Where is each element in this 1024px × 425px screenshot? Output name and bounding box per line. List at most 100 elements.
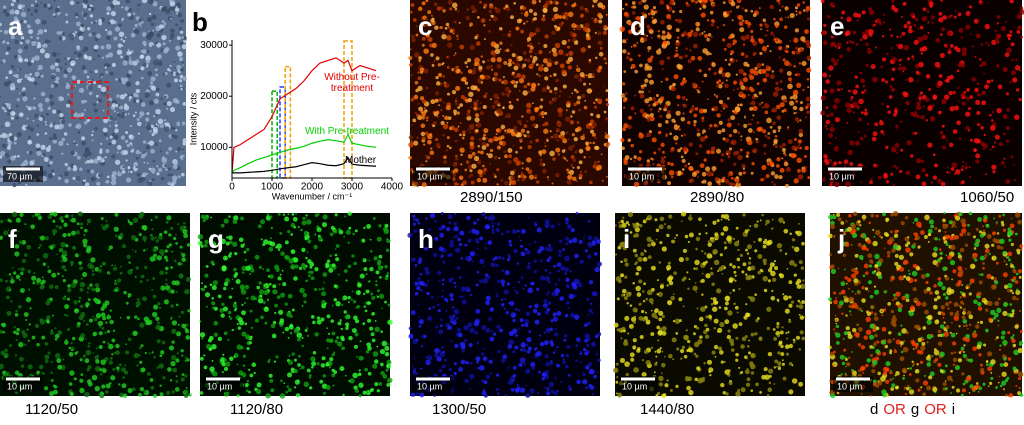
- texture-dot: [980, 123, 982, 126]
- texture-dot: [124, 55, 130, 61]
- texture-dot: [858, 117, 862, 122]
- texture-dot: [431, 63, 435, 67]
- texture-dot: [150, 22, 155, 27]
- texture-dot: [182, 76, 188, 81]
- texture-dot: [121, 383, 127, 389]
- texture-dot: [167, 367, 172, 372]
- texture-dot: [489, 372, 492, 375]
- texture-dot: [171, 355, 177, 361]
- texture-dot: [227, 310, 232, 315]
- texture-dot: [961, 180, 965, 185]
- texture-dot: [90, 257, 96, 263]
- texture-dot: [0, 22, 2, 27]
- texture-dot: [118, 383, 121, 386]
- texture-dot: [105, 54, 110, 59]
- texture-dot: [291, 367, 294, 371]
- texture-dot: [502, 106, 505, 110]
- texture-dot: [459, 230, 465, 236]
- texture-dot: [181, 44, 187, 50]
- texture-dot: [515, 150, 518, 154]
- texture-dot: [172, 164, 178, 170]
- texture-dot: [108, 245, 113, 250]
- texture-dot: [1004, 20, 1007, 23]
- texture-dot: [101, 75, 103, 78]
- texture-dot: [522, 51, 527, 55]
- texture-dot: [928, 88, 931, 91]
- texture-dot: [176, 352, 179, 355]
- texture-dot: [541, 64, 544, 67]
- texture-dot: [776, 157, 781, 162]
- texture-dot: [565, 109, 568, 112]
- texture-dot: [856, 13, 862, 18]
- texture-dot: [284, 302, 288, 306]
- texture-dot: [710, 23, 715, 27]
- texture-dot: [15, 309, 18, 313]
- texture-dot: [223, 358, 227, 362]
- texture-dot: [997, 84, 1003, 90]
- texture-dot: [169, 17, 172, 20]
- texture-dot: [262, 268, 265, 271]
- texture-dot: [114, 212, 119, 217]
- texture-dot: [417, 76, 422, 81]
- texture-dot: [175, 358, 180, 363]
- texture-dot: [378, 224, 382, 228]
- texture-dot: [483, 133, 486, 137]
- texture-dot: [784, 154, 787, 157]
- texture-dot: [491, 104, 496, 109]
- texture-dot: [681, 78, 687, 84]
- texture-dot: [1, 132, 7, 139]
- texture-dot: [958, 62, 964, 68]
- texture-dot: [930, 15, 935, 20]
- texture-dot: [10, 111, 13, 114]
- texture-dot: [533, 270, 538, 274]
- texture-dot: [998, 142, 1003, 147]
- texture-dot: [476, 105, 479, 107]
- texture-dot: [510, 44, 513, 47]
- texture-dot: [516, 98, 519, 101]
- texture-dot: [544, 369, 549, 375]
- texture-dot: [79, 358, 83, 362]
- texture-dot: [139, 151, 142, 154]
- texture-dot: [682, 104, 685, 106]
- texture-dot: [240, 287, 245, 291]
- texture-dot: [638, 29, 642, 34]
- texture-dot: [706, 170, 713, 177]
- texture-dot: [722, 38, 726, 42]
- texture-dot: [576, 65, 579, 67]
- texture-dot: [182, 148, 185, 151]
- texture-dot: [254, 318, 259, 323]
- texture-dot: [69, 392, 74, 397]
- texture-dot: [67, 166, 72, 171]
- texture-dot: [335, 257, 340, 262]
- texture-dot: [572, 144, 575, 148]
- texture-dot: [300, 229, 303, 232]
- texture-dot: [245, 265, 251, 271]
- texture-dot: [25, 319, 28, 322]
- texture-dot: [61, 32, 65, 36]
- texture-dot: [148, 167, 152, 171]
- texture-dot: [176, 331, 182, 337]
- texture-dot: [900, 16, 903, 18]
- texture-dot: [713, 93, 716, 96]
- texture-dot: [540, 275, 546, 281]
- texture-dot: [752, 13, 757, 17]
- texture-dot: [99, 326, 102, 329]
- texture-dot: [340, 327, 343, 331]
- texture-dot: [199, 332, 206, 338]
- texture-dot: [125, 343, 128, 346]
- texture-dot: [339, 319, 342, 322]
- texture-dot: [268, 358, 271, 361]
- texture-dot: [414, 291, 419, 296]
- texture-dot: [799, 119, 802, 122]
- texture-dot: [483, 128, 489, 134]
- texture-dot: [565, 284, 570, 289]
- texture-dot: [467, 97, 473, 103]
- texture-dot: [171, 320, 178, 326]
- texture-dot: [449, 239, 454, 244]
- texture-dot: [650, 10, 656, 16]
- texture-dot: [489, 214, 496, 221]
- texture-dot: [118, 363, 122, 367]
- texture-dot: [34, 71, 40, 77]
- texture-dot: [464, 243, 468, 247]
- texture-dot: [566, 101, 569, 105]
